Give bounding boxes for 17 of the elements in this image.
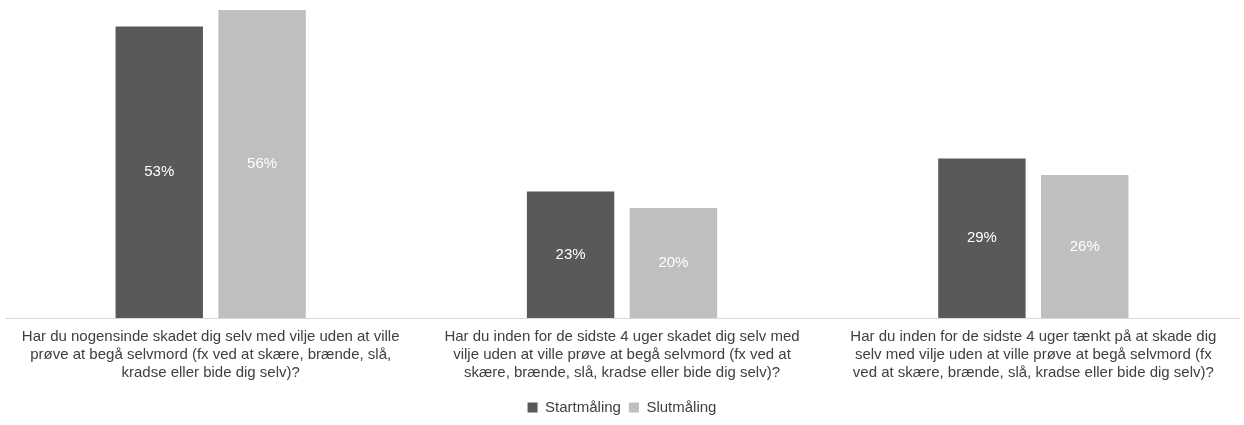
bar (1041, 175, 1129, 318)
bar (526, 191, 615, 318)
x-tick-label: Har du inden for de sidste 4 uger skadet dig selv med vilje uden at ville prøve at begå selvmord (fx ved at skære, brænde, slå, kradse eller bide dig selv)? (444, 327, 800, 381)
data-label: 26% (1069, 236, 1100, 254)
data-label: 20% (658, 253, 689, 271)
x-tick-label: Har du inden for de sidste 4 uger tænkt på at skade dig selv med vilje uden at ville prøve at begå selvmord (fx ved at skære, brænde, slå, kradse eller bide dig selv)? (850, 327, 1217, 381)
bar (629, 208, 718, 318)
legend-label: Startmåling (545, 397, 621, 415)
legend-label: Slutmåling (646, 397, 717, 415)
bar (938, 158, 1026, 318)
x-tick-label: Har du nogensinde skadet dig selv med vilje uden at ville prøve at begå selvmord (fx ved at skære, brænde, slå, kradse eller bide dig selv)? (21, 327, 400, 381)
data-label: 53% (144, 162, 175, 180)
bar (115, 26, 203, 318)
bar (218, 10, 306, 318)
data-label: 56% (247, 154, 278, 172)
data-label: 29% (966, 228, 997, 246)
data-label: 23% (555, 244, 586, 262)
